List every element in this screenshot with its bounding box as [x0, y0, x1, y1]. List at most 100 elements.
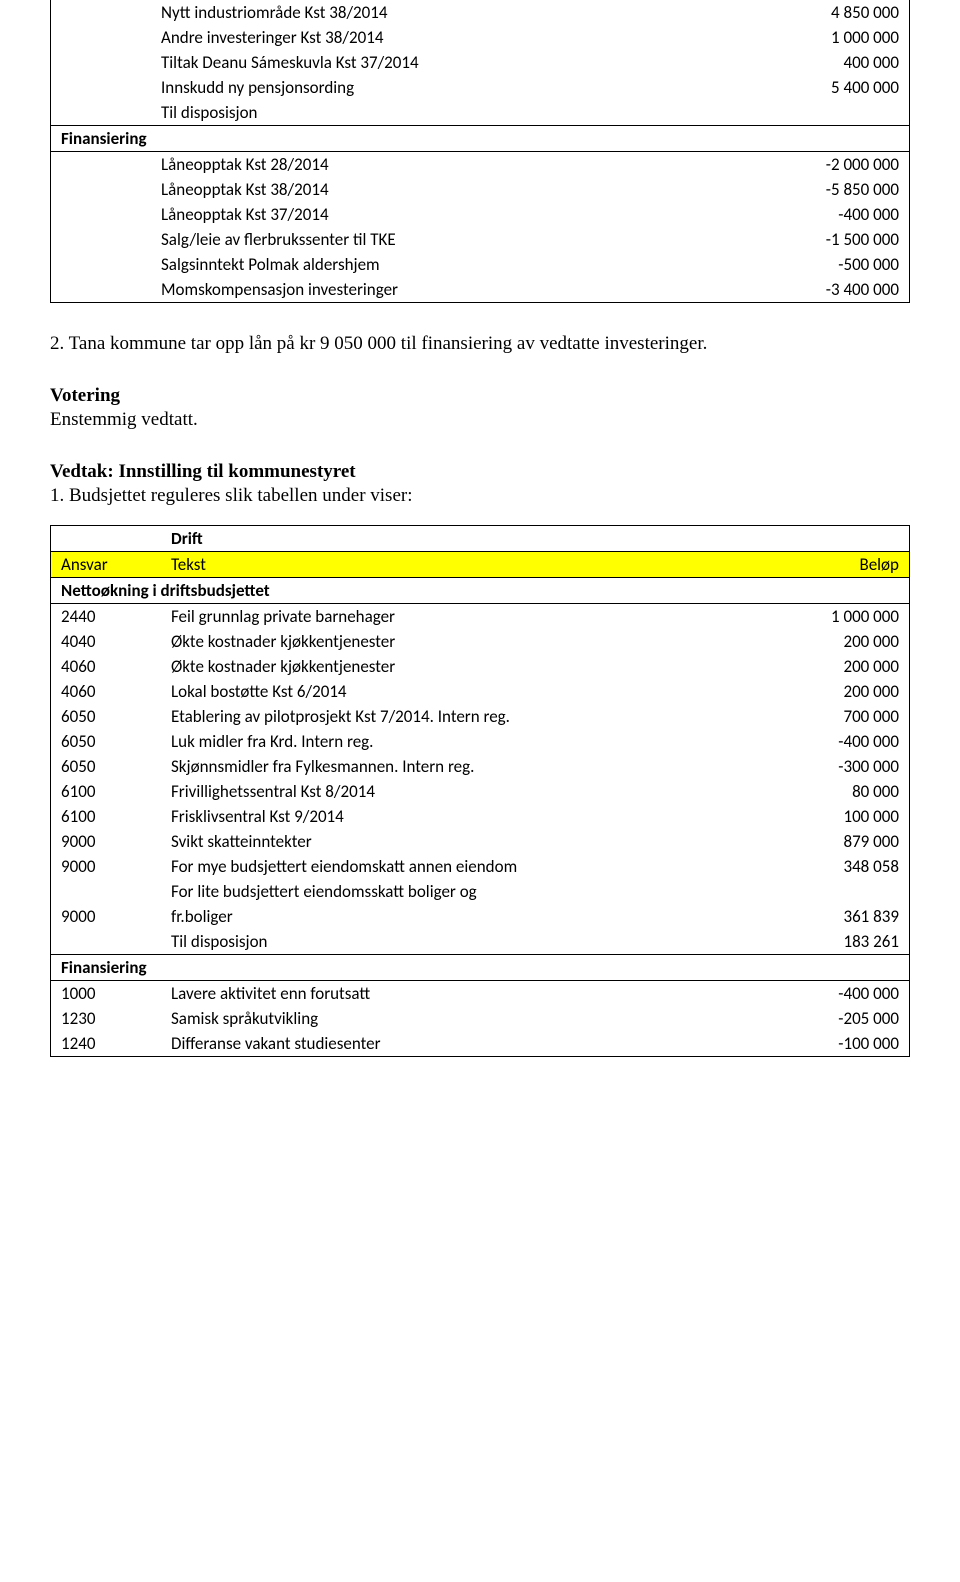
row-value: 700 000 — [749, 704, 910, 729]
row-ansvar: 6050 — [51, 754, 162, 779]
row-value: -400 000 — [749, 202, 910, 227]
row-ansvar: 6050 — [51, 729, 162, 754]
row-label: Innskudd ny pensjonsording — [151, 75, 749, 100]
row-ansvar: 4040 — [51, 629, 162, 654]
row-text: Svikt skatteinntekter — [161, 829, 749, 854]
row-label: Til disposisjon — [151, 100, 749, 126]
row-text: Skjønnsmidler fra Fylkesmannen. Intern r… — [161, 754, 749, 779]
row-value: 361 839 — [749, 904, 910, 929]
row-label: Låneopptak Kst 28/2014 — [151, 152, 749, 178]
row-text: Til disposisjon — [161, 929, 749, 955]
votering-heading: Votering — [50, 385, 910, 407]
investment-table: Nytt industriområde Kst 38/2014 4 850 00… — [50, 0, 910, 303]
row-label: Låneopptak Kst 37/2014 — [151, 202, 749, 227]
row-label: Nytt industriområde Kst 38/2014 — [151, 0, 749, 25]
row-ansvar: 6100 — [51, 779, 162, 804]
row-text: For mye budsjettert eiendomskatt annen e… — [161, 854, 749, 879]
row-value: 200 000 — [749, 629, 910, 654]
row-value: 100 000 — [749, 804, 910, 829]
section-heading: Finansiering — [51, 126, 910, 152]
header-tekst: Tekst — [161, 552, 749, 578]
row-ansvar: 4060 — [51, 654, 162, 679]
drift-table: Drift Ansvar Tekst Beløp Nettoøkning i d… — [50, 525, 910, 1057]
row-label: Salgsinntekt Polmak aldershjem — [151, 252, 749, 277]
empty-cell — [51, 277, 152, 303]
row-value: -400 000 — [749, 981, 910, 1007]
row-value: -300 000 — [749, 754, 910, 779]
empty-cell — [749, 526, 910, 552]
row-ansvar: 9000 — [51, 854, 162, 879]
row-value: 200 000 — [749, 654, 910, 679]
row-text: Lokal bostøtte Kst 6/2014 — [161, 679, 749, 704]
row-text: Frivillighetssentral Kst 8/2014 — [161, 779, 749, 804]
row-ansvar: 4060 — [51, 679, 162, 704]
row-value: -1 500 000 — [749, 227, 910, 252]
row-value — [749, 100, 910, 126]
row-label: Tiltak Deanu Sámeskuvla Kst 37/2014 — [151, 50, 749, 75]
row-ansvar: 1230 — [51, 1006, 162, 1031]
empty-cell — [51, 177, 152, 202]
empty-cell — [51, 526, 162, 552]
numbered-paragraph-1: 1. Budsjettet reguleres slik tabellen un… — [50, 485, 910, 507]
row-value: 879 000 — [749, 829, 910, 854]
header-ansvar: Ansvar — [51, 552, 162, 578]
row-text: Økte kostnader kjøkkentjenester — [161, 654, 749, 679]
row-text: Feil grunnlag private barnehager — [161, 604, 749, 630]
empty-cell — [51, 252, 152, 277]
nettok-heading: Nettoøkning i driftsbudsjettet — [51, 578, 910, 604]
row-ansvar: 6050 — [51, 704, 162, 729]
empty-cell — [749, 879, 910, 904]
row-text: Samisk språkutvikling — [161, 1006, 749, 1031]
row-ansvar: 6100 — [51, 804, 162, 829]
numbered-paragraph-2: 2. Tana kommune tar opp lån på kr 9 050 … — [50, 333, 910, 355]
empty-cell — [51, 152, 152, 178]
row-value: 1 000 000 — [749, 25, 910, 50]
empty-cell — [51, 50, 152, 75]
row-label: Låneopptak Kst 38/2014 — [151, 177, 749, 202]
row-text: Differanse vakant studiesenter — [161, 1031, 749, 1057]
row-text: Økte kostnader kjøkkentjenester — [161, 629, 749, 654]
row-value: 183 261 — [749, 929, 910, 955]
empty-cell — [51, 202, 152, 227]
row-value: 348 058 — [749, 854, 910, 879]
page-container: Nytt industriområde Kst 38/2014 4 850 00… — [0, 0, 960, 1137]
vedtak-heading: Vedtak: Innstilling til kommunestyret — [50, 461, 910, 483]
row-ansvar: 9000 — [51, 904, 162, 929]
empty-cell — [51, 227, 152, 252]
row-text: Lavere aktivitet enn forutsatt — [161, 981, 749, 1007]
header-belop: Beløp — [749, 552, 910, 578]
row-ansvar: 1240 — [51, 1031, 162, 1057]
row-label: Momskompensasjon investeringer — [151, 277, 749, 303]
section-heading: Finansiering — [51, 955, 910, 981]
votering-text: Enstemmig vedtatt. — [50, 409, 910, 431]
row-ansvar: 2440 — [51, 604, 162, 630]
row-text: Etablering av pilotprosjekt Kst 7/2014. … — [161, 704, 749, 729]
empty-cell — [51, 0, 152, 25]
row-value: 1 000 000 — [749, 604, 910, 630]
row-value: -205 000 — [749, 1006, 910, 1031]
row-value: 400 000 — [749, 50, 910, 75]
row-value: -400 000 — [749, 729, 910, 754]
row-value: 4 850 000 — [749, 0, 910, 25]
row-text: For lite budsjettert eiendomsskatt bolig… — [161, 879, 749, 904]
row-value: -2 000 000 — [749, 152, 910, 178]
row-value: -5 850 000 — [749, 177, 910, 202]
row-text: fr.boliger — [161, 904, 749, 929]
empty-cell — [51, 75, 152, 100]
row-text: Luk midler fra Krd. Intern reg. — [161, 729, 749, 754]
row-label: Andre investeringer Kst 38/2014 — [151, 25, 749, 50]
row-value: -500 000 — [749, 252, 910, 277]
row-value: -100 000 — [749, 1031, 910, 1057]
empty-cell — [51, 25, 152, 50]
row-ansvar: 1000 — [51, 981, 162, 1007]
empty-cell — [51, 100, 152, 126]
empty-cell — [51, 929, 162, 955]
empty-cell — [51, 879, 162, 904]
row-value: -3 400 000 — [749, 277, 910, 303]
row-value: 200 000 — [749, 679, 910, 704]
row-ansvar: 9000 — [51, 829, 162, 854]
row-label: Salg/leie av flerbrukssenter til TKE — [151, 227, 749, 252]
drift-label: Drift — [161, 526, 749, 552]
row-value: 80 000 — [749, 779, 910, 804]
row-text: Frisklivsentral Kst 9/2014 — [161, 804, 749, 829]
